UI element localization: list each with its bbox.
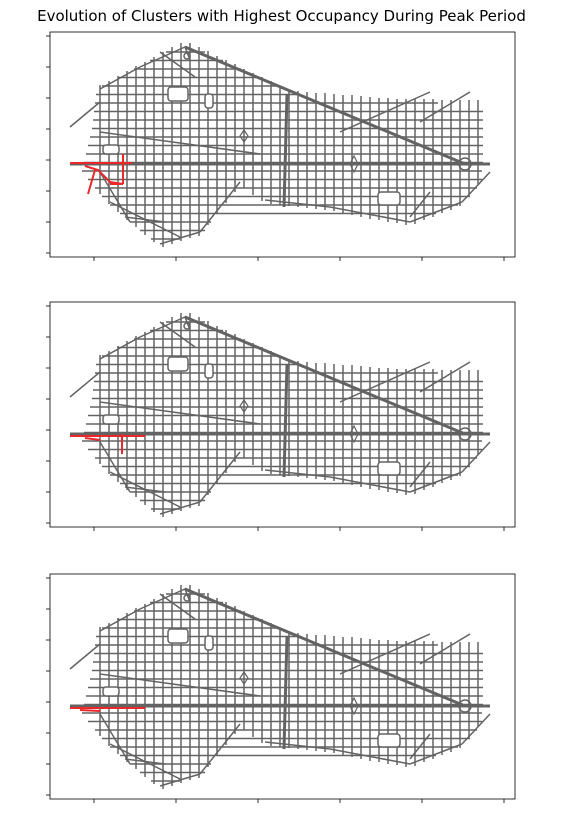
street-diagonal — [99, 401, 261, 425]
roundabout — [183, 322, 191, 330]
street-diagonal — [69, 643, 101, 670]
diamond-junction — [349, 696, 359, 716]
open-block — [204, 93, 214, 109]
street-diagonal — [264, 741, 331, 750]
street-diagonal — [69, 371, 101, 398]
street-diagonal — [199, 723, 241, 775]
street-diagonal — [99, 673, 261, 697]
highlighted-cluster — [70, 434, 145, 454]
street-network — [69, 43, 491, 247]
roundabout — [458, 699, 472, 713]
street-diagonal — [339, 633, 431, 675]
street-diagonal — [159, 593, 196, 620]
vertical-avenue — [282, 363, 289, 478]
street-diagonal — [264, 469, 331, 478]
roundabout — [183, 594, 191, 602]
open-block — [102, 144, 120, 155]
street-diagonal — [159, 51, 196, 78]
axes-frame — [49, 31, 516, 258]
street-diagonal — [409, 743, 463, 765]
street-diagonal — [329, 476, 411, 493]
street-diagonal — [99, 171, 131, 223]
open-block — [167, 86, 189, 102]
map-panel-1 — [46, 31, 516, 261]
street-diagonal — [199, 181, 241, 233]
street-diagonal — [159, 773, 201, 787]
street-diagonal — [461, 171, 491, 203]
open-block — [167, 356, 189, 372]
street-diagonal — [124, 758, 166, 765]
map-panel-2 — [46, 301, 516, 531]
street-diagonal — [419, 91, 471, 123]
diagonal-avenue — [184, 587, 466, 708]
street-diagonal — [339, 91, 431, 133]
street-diagonal — [124, 486, 166, 493]
diamond-junction — [239, 398, 249, 414]
street-diagonal — [329, 748, 411, 765]
diamond-junction — [349, 424, 359, 444]
street-diagonal — [124, 216, 166, 223]
cluster-segment — [87, 169, 96, 195]
street-diagonal — [329, 206, 411, 223]
open-block — [167, 628, 189, 644]
street-diagonal — [409, 461, 431, 488]
open-block — [377, 733, 401, 748]
cluster-segment — [84, 437, 101, 441]
street-diagonal — [409, 191, 431, 218]
street-diagonal — [159, 321, 196, 348]
street-diagonal — [461, 713, 491, 745]
diagonal-avenue — [184, 45, 466, 166]
street-network — [69, 585, 491, 789]
street-diagonal — [419, 361, 471, 393]
street-diagonal — [409, 733, 431, 760]
roundabout — [458, 427, 472, 441]
street-diagonal — [199, 451, 241, 503]
chart-title: Evolution of Clusters with Highest Occup… — [37, 7, 526, 25]
vertical-avenue — [282, 93, 289, 208]
diamond-junction — [349, 154, 359, 174]
street-diagonal — [409, 471, 463, 493]
street-diagonal — [419, 633, 471, 665]
street-diagonal — [159, 501, 201, 515]
cluster-segment — [84, 165, 124, 185]
street-network — [69, 313, 491, 517]
street-diagonal — [159, 231, 201, 245]
roundabout — [183, 52, 191, 60]
street-diagonal — [461, 441, 491, 473]
diamond-junction — [239, 670, 249, 686]
roundabout — [458, 157, 472, 171]
street-diagonal — [99, 131, 261, 155]
diagonal-avenue — [184, 315, 466, 436]
highlighted-cluster — [70, 707, 145, 712]
open-block — [102, 414, 120, 425]
street-diagonal — [339, 361, 431, 403]
street-diagonal — [264, 199, 331, 208]
open-block — [377, 191, 401, 206]
diamond-junction — [239, 128, 249, 144]
open-block — [377, 461, 401, 476]
axes-frame — [49, 573, 516, 800]
open-block — [102, 686, 120, 697]
open-block — [204, 635, 214, 651]
open-block — [204, 363, 214, 379]
cluster-segment — [79, 709, 101, 712]
street-diagonal — [99, 713, 131, 765]
street-diagonal — [69, 101, 101, 128]
vertical-avenue — [282, 635, 289, 750]
street-diagonal — [409, 201, 463, 223]
axes-frame — [49, 301, 516, 528]
street-diagonal — [99, 441, 131, 493]
highlighted-cluster — [70, 154, 132, 195]
